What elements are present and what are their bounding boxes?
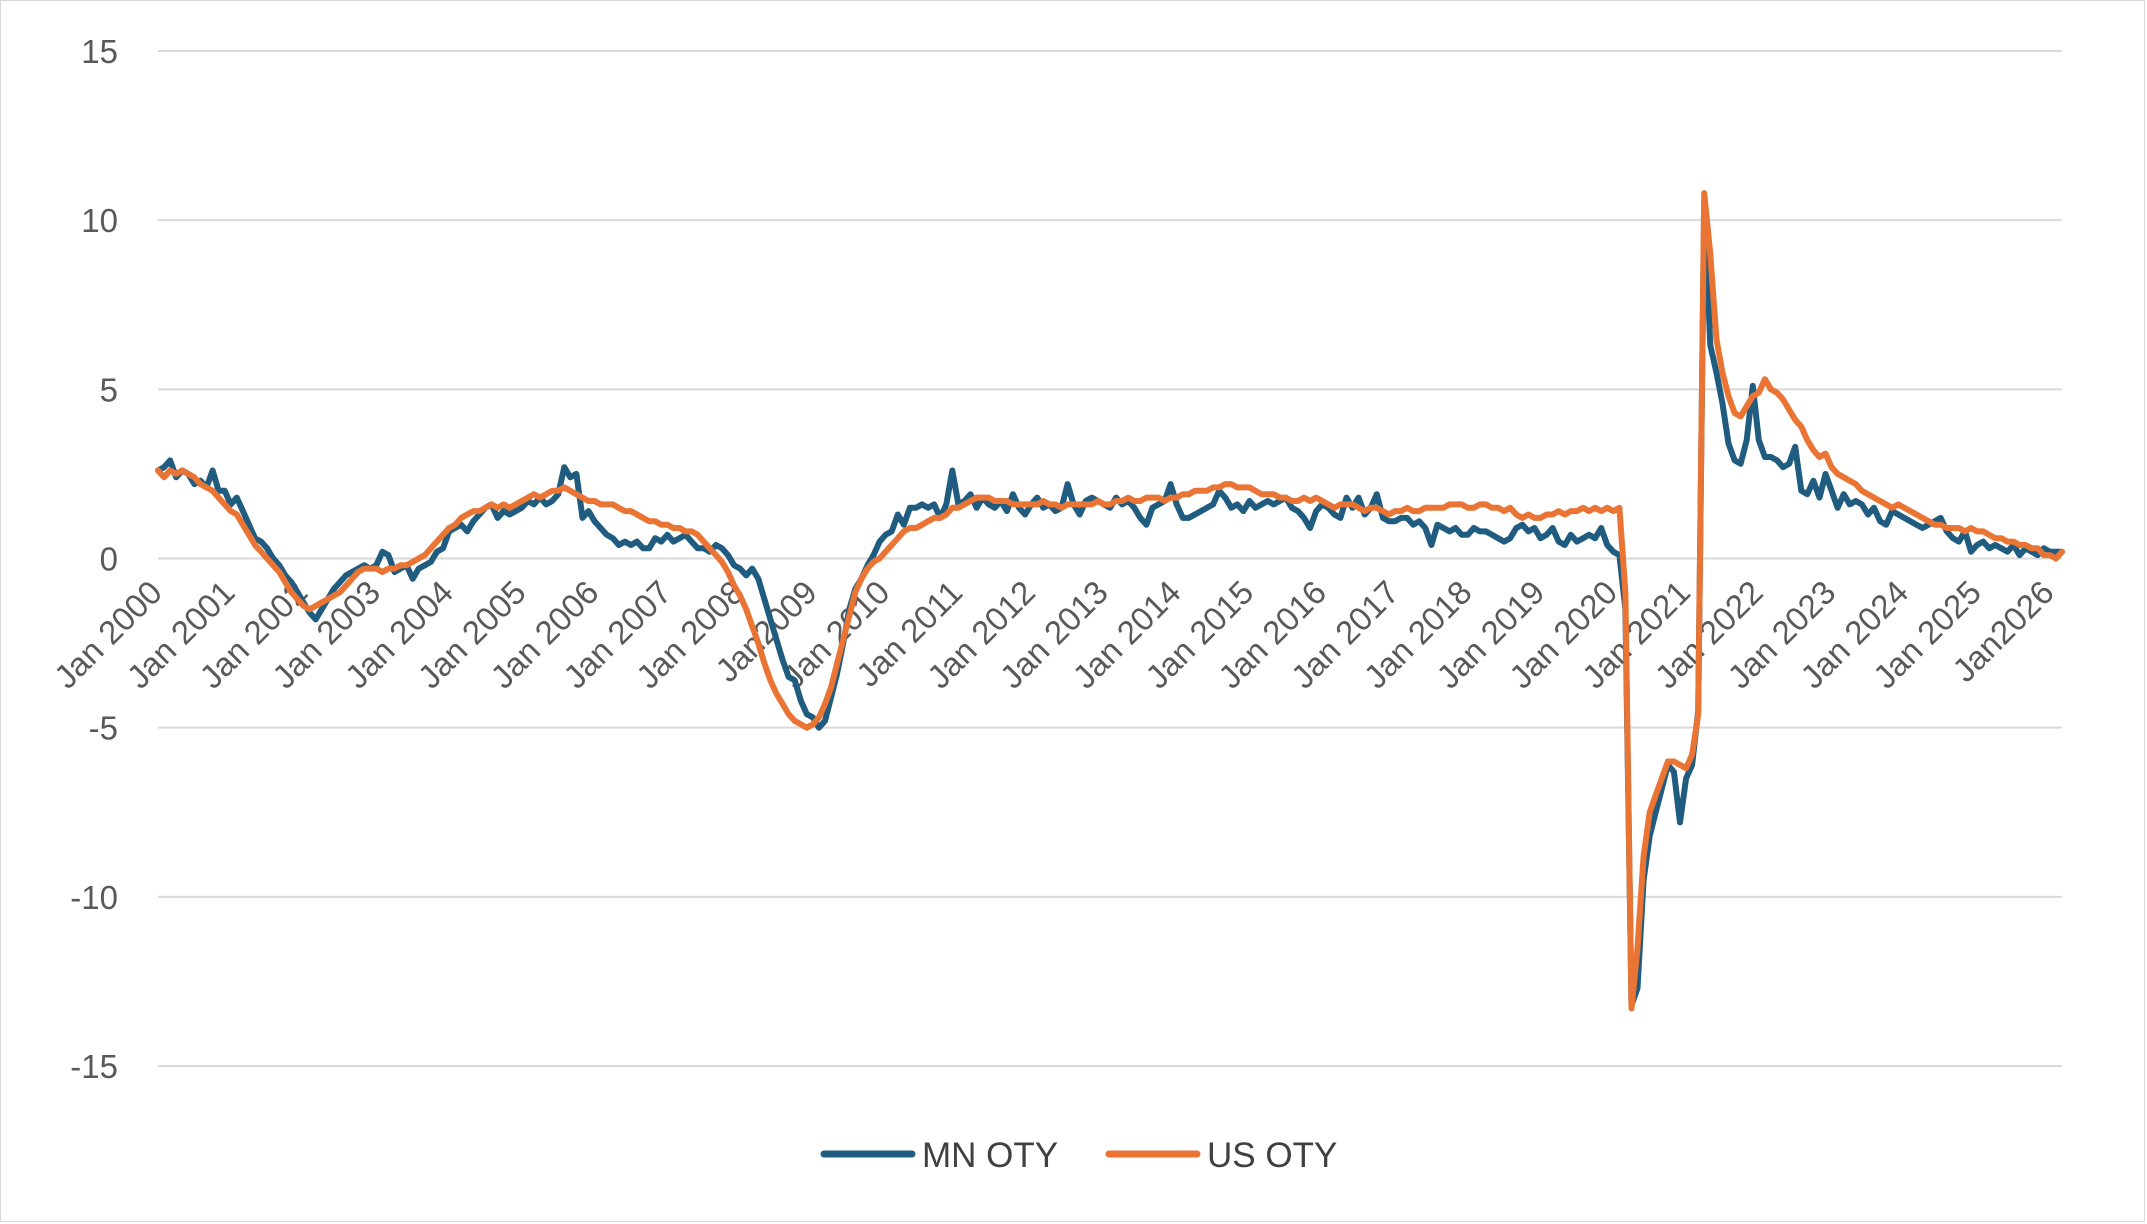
series-line-mn-oty xyxy=(155,200,2065,1009)
legend-label-mn-oty: MN OTY xyxy=(922,1136,1058,1175)
legend-label-us-oty: US OTY xyxy=(1207,1136,1337,1175)
series-lines xyxy=(155,190,2065,1012)
y-tick-label: -15 xyxy=(70,1048,118,1085)
y-axis-tick-labels: 15 10 5 0 -5 -10 -15 xyxy=(70,33,118,1085)
gridlines xyxy=(158,50,2062,1067)
y-tick-label: 15 xyxy=(81,33,118,70)
series-line-us-oty xyxy=(155,190,2065,1012)
legend: MN OTY US OTY xyxy=(820,1136,1337,1175)
y-tick-label: -10 xyxy=(70,879,118,916)
y-tick-label: 5 xyxy=(100,371,118,408)
y-tick-label: 0 xyxy=(100,541,118,578)
y-tick-label: 10 xyxy=(81,202,118,239)
y-tick-label: -5 xyxy=(89,710,118,747)
